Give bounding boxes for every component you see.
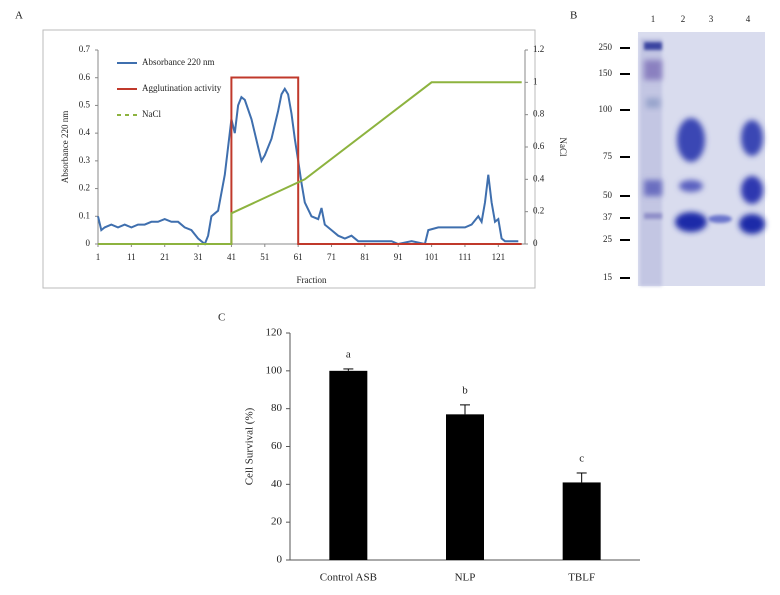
x-tick-label: 111 [459,252,472,262]
marker-label: 15 [603,272,613,282]
panel-a-frame [42,29,536,289]
lane-label: 4 [746,14,751,24]
panel-label: C [218,312,225,324]
legend-label: Absorbance 220 nm [142,57,214,67]
data-line [98,81,522,245]
y-tick-label: 0 [277,554,283,566]
legend-label: Agglutination activity [142,83,222,93]
marker-label: 100 [599,104,613,114]
marker-label: 250 [599,42,613,52]
data-line [97,86,519,246]
y2-tick-label: 1 [533,76,538,86]
y-tick-label: 0.2 [79,183,90,193]
y-tick-label: 100 [266,364,283,376]
y-axis-label: Cell Survival (%) [244,407,256,485]
y2-tick-label: 0.6 [533,141,545,151]
bar-annotation: c [579,453,584,465]
x-tick-label: 51 [260,252,269,262]
x-tick-label: 1 [96,252,101,262]
y-tick-label: 0.4 [79,127,91,137]
bar [329,370,368,560]
y2-tick-label: 0 [533,238,538,248]
x-tick-label: 41 [227,252,236,262]
y-tick-label: 120 [266,327,283,339]
x-tick-label: 31 [194,252,203,262]
marker-label: 25 [603,234,613,244]
gel-image [638,32,765,286]
y-tick-label: 20 [271,516,283,528]
y2-axis-label: NaCl [558,138,568,157]
y2-tick-label: 0.8 [533,109,545,119]
y-tick-label: 0.6 [79,72,91,82]
lane-label: 1 [651,14,656,24]
panel-label: A [15,10,23,22]
panel-label: B [570,10,577,22]
y-tick-label: 0.7 [79,44,91,54]
y-tick-label: 0 [86,238,91,248]
y2-tick-label: 1.2 [533,44,544,54]
x-tick-label: 101 [425,252,439,262]
marker-label: 50 [603,190,613,200]
x-tick-label: 91 [394,252,403,262]
x-tick-label: 81 [360,252,369,262]
y-tick-label: 0.1 [79,210,90,220]
data-line [98,76,522,245]
y-tick-label: 80 [271,402,283,414]
x-tick-label: 121 [492,252,506,262]
marker-label: 150 [599,68,613,78]
y-tick-label: 60 [271,440,283,452]
bar-annotation: b [462,384,468,396]
x-tick-label: 71 [327,252,336,262]
x-tick-label: 61 [294,252,303,262]
y-tick-label: 0.5 [79,99,91,109]
bar [446,414,484,560]
marker-label: 75 [603,151,613,161]
y-axis-label: Absorbance 220 nm [60,111,70,183]
x-tick-label: TBLF [568,572,595,584]
legend-label: NaCl [142,109,161,119]
y2-tick-label: 0.4 [533,173,545,183]
bar-annotation: a [346,348,351,360]
lane-label: 2 [681,14,686,24]
y-tick-label: 0.3 [79,155,91,165]
x-tick-label: 21 [160,252,169,262]
y-tick-label: 40 [271,478,283,490]
bar [562,482,601,560]
x-tick-label: NLP [455,572,476,584]
marker-label: 37 [603,212,613,222]
x-axis-label: Fraction [297,275,327,285]
x-tick-label: 11 [127,252,136,262]
lane-label: 3 [709,14,714,24]
x-tick-label: Control ASB [320,572,377,584]
y2-tick-label: 0.2 [533,206,544,216]
